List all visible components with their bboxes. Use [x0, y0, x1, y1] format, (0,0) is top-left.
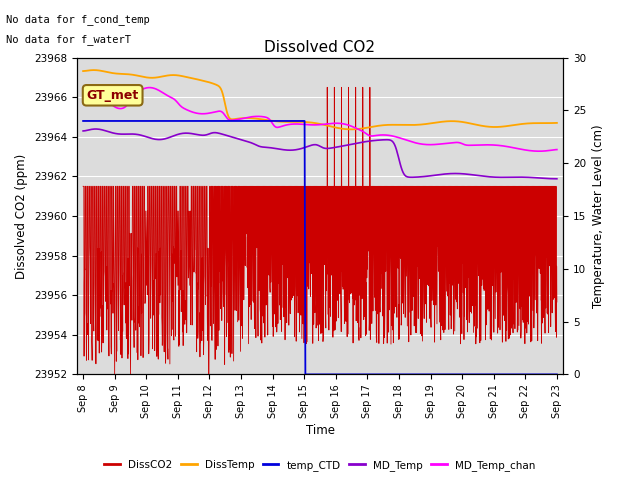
Text: No data for f_waterT: No data for f_waterT	[6, 34, 131, 45]
Legend: DissCO2, DissTemp, temp_CTD, MD_Temp, MD_Temp_chan: DissCO2, DissTemp, temp_CTD, MD_Temp, MD…	[100, 456, 540, 475]
X-axis label: Time: Time	[305, 424, 335, 437]
Y-axis label: Dissolved CO2 (ppm): Dissolved CO2 (ppm)	[15, 154, 28, 278]
Y-axis label: Temperature, Water Level (cm): Temperature, Water Level (cm)	[592, 124, 605, 308]
Text: GT_met: GT_met	[86, 89, 139, 102]
Title: Dissolved CO2: Dissolved CO2	[264, 40, 376, 55]
Text: No data for f_cond_temp: No data for f_cond_temp	[6, 14, 150, 25]
